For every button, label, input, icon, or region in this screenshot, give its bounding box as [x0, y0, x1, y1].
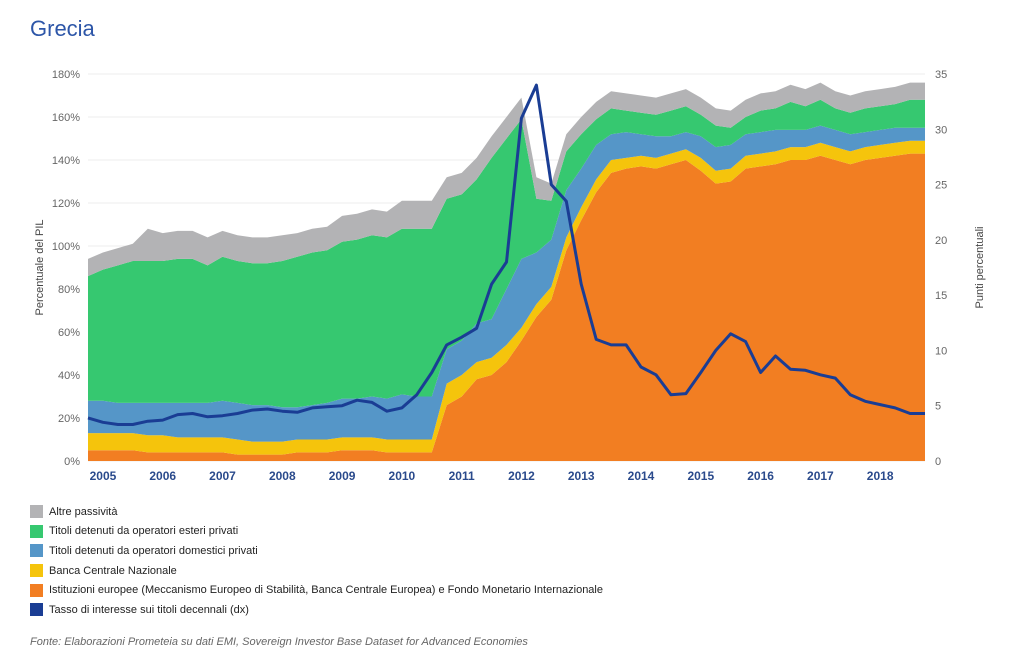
- x-tick: 2008: [269, 469, 296, 483]
- legend-label: Banca Centrale Nazionale: [49, 564, 177, 577]
- x-tick: 2012: [508, 469, 535, 483]
- y-tick-right: 35: [935, 69, 947, 81]
- legend-label: Istituzioni europee (Meccanismo Europeo …: [49, 584, 603, 597]
- y-tick-left: 120%: [52, 198, 80, 210]
- legend-swatch: [30, 544, 43, 558]
- line-series-5: [87, 83, 925, 426]
- chart-title: Grecia: [30, 16, 95, 41]
- x-tick: 2010: [389, 469, 416, 483]
- y-tick-left: 180%: [52, 69, 80, 81]
- x-tick: 2005: [90, 469, 117, 483]
- legend-swatch: [30, 583, 43, 597]
- chart-area: 0% 20% 40% 60% 80% 100% 120% 140% 160% 180% 0 5 10 15…: [34, 69, 986, 483]
- y-tick-left: 60%: [58, 327, 80, 339]
- y-tick-right: 20: [935, 235, 947, 247]
- x-tick: 2007: [209, 469, 236, 483]
- x-tick: 2015: [687, 469, 714, 483]
- y-tick-right: 25: [935, 180, 947, 192]
- x-tick: 2006: [149, 469, 176, 483]
- y-tick-left: 160%: [52, 112, 80, 124]
- area-series-0: [88, 82, 925, 277]
- y-axis-title-left: Percentuale del PIL: [34, 219, 46, 315]
- y-tick-left: 0%: [64, 456, 80, 468]
- x-tick: 2009: [329, 469, 356, 483]
- legend-item: Banca Centrale Nazionale: [30, 561, 603, 581]
- y-tick-left: 80%: [58, 284, 80, 296]
- x-tick: 2011: [449, 469, 475, 483]
- chart-legend: Altre passività Titoli detenuti da operat…: [30, 502, 603, 620]
- legend-swatch: [30, 603, 43, 617]
- legend-swatch: [30, 564, 43, 578]
- y-tick-left: 140%: [52, 155, 80, 167]
- legend-item: Titoli detenuti da operatori esteri priv…: [30, 522, 603, 542]
- legend-label: Titoli detenuti da operatori domestici p…: [49, 544, 258, 557]
- y-tick-left: 100%: [52, 241, 80, 253]
- legend-label: Titoli detenuti da operatori esteri priv…: [49, 525, 239, 538]
- x-tick: 2016: [747, 469, 774, 483]
- legend-swatch: [30, 524, 43, 538]
- y-tick-left: 40%: [58, 370, 80, 382]
- legend-label: Tasso di interesse sui titoli decennali …: [49, 603, 249, 616]
- x-tick: 2014: [628, 469, 655, 483]
- legend-label: Altre passività: [49, 505, 118, 518]
- legend-item: Tasso di interesse sui titoli decennali …: [30, 600, 603, 620]
- legend-item: Istituzioni europee (Meccanismo Europeo …: [30, 580, 603, 600]
- y-tick-right: 0: [935, 456, 941, 468]
- y-tick-left: 20%: [58, 413, 80, 425]
- source-note: Fonte: Elaborazioni Prometeia su dati EM…: [30, 636, 528, 648]
- legend-item: Titoli detenuti da operatori domestici p…: [30, 541, 603, 561]
- legend-item: Altre passività: [30, 502, 603, 522]
- y-axis-title-right: Punti percentuali: [974, 227, 986, 309]
- y-tick-right: 30: [935, 124, 947, 136]
- x-tick: 2017: [807, 469, 834, 483]
- y-tick-right: 10: [935, 345, 947, 357]
- legend-swatch: [30, 505, 43, 519]
- y-tick-right: 15: [935, 290, 947, 302]
- area-series-4: [88, 153, 925, 461]
- area-series-2: [88, 125, 925, 442]
- x-tick: 2013: [568, 469, 595, 483]
- y-tick-right: 5: [935, 401, 941, 413]
- x-tick: 2018: [867, 469, 894, 483]
